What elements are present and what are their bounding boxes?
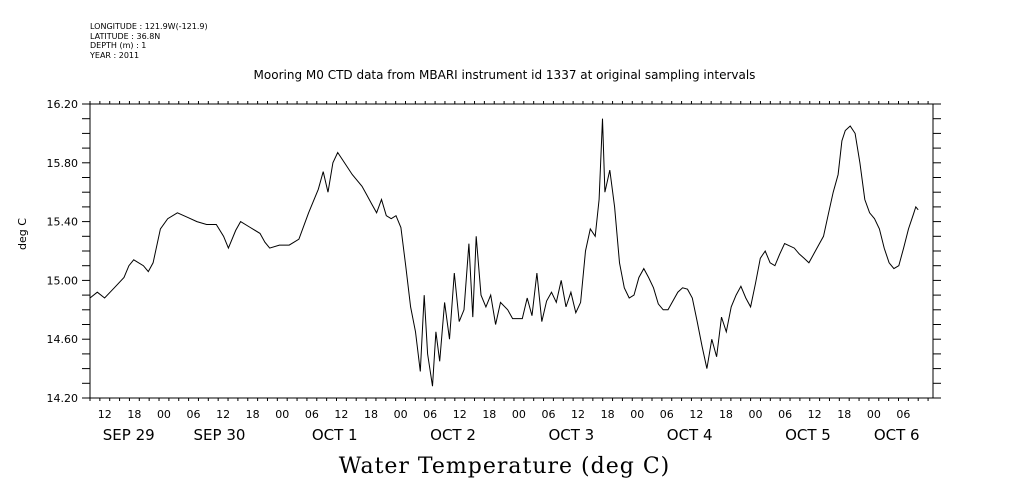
depth-label: DEPTH (m) : 1 (90, 41, 147, 50)
longitude-label: LONGITUDE : 121.9W(-121.9) (90, 22, 208, 31)
x-tick-label: 00 (630, 408, 644, 421)
x-day-label: OCT 6 (874, 426, 920, 444)
y-tick-label: 15.00 (47, 274, 79, 287)
x-tick-label: 00 (157, 408, 171, 421)
x-tick-label: 12 (334, 408, 348, 421)
x-tick-label: 12 (216, 408, 230, 421)
x-tick-label: 18 (601, 408, 615, 421)
x-day-label: OCT 5 (785, 426, 831, 444)
x-tick-label: 00 (867, 408, 881, 421)
x-tick-label: 18 (482, 408, 496, 421)
series-line (89, 118, 919, 387)
x-tick-label: 12 (453, 408, 467, 421)
x-day-label: OCT 1 (312, 426, 358, 444)
latitude-label: LATITUDE : 36.8N (90, 31, 161, 41)
y-tick-label: 15.40 (47, 216, 79, 229)
x-tick-label: 06 (660, 408, 674, 421)
x-day-label: SEP 30 (194, 426, 246, 444)
x-axis-title: Water Temperature (deg C) (338, 454, 671, 479)
x-tick-label: 06 (187, 408, 201, 421)
x-tick-label: 18 (127, 408, 141, 421)
x-tick-label: 00 (394, 408, 408, 421)
x-tick-label: 18 (364, 408, 378, 421)
x-tick-label: 06 (541, 408, 555, 421)
x-tick-label: 00 (275, 408, 289, 421)
x-tick-label: 06 (896, 408, 910, 421)
metadata-header: LONGITUDE : 121.9W(-121.9) LATITUDE : 36… (90, 22, 208, 60)
y-tick-label: 14.60 (47, 333, 79, 346)
plot-frame (89, 103, 934, 399)
x-tick-label: 12 (571, 408, 585, 421)
y-tick-label: 14.20 (47, 392, 79, 405)
x-tick-label: 00 (749, 408, 763, 421)
x-tick-label: 06 (305, 408, 319, 421)
x-tick-label: 18 (719, 408, 733, 421)
chart-title: Mooring M0 CTD data from MBARI instrumen… (253, 68, 756, 82)
x-tick-label: 00 (512, 408, 526, 421)
x-tick-label: 12 (808, 408, 822, 421)
x-tick-label: 06 (423, 408, 437, 421)
x-day-label: OCT 3 (548, 426, 594, 444)
y-tick-label: 15.80 (47, 157, 79, 170)
y-tick-label: 16.20 (47, 98, 79, 111)
x-tick-label: 12 (98, 408, 112, 421)
x-tick-label: 18 (246, 408, 260, 421)
x-tick-label: 06 (778, 408, 792, 421)
x-tick-label: 18 (837, 408, 851, 421)
x-tick-label: 12 (689, 408, 703, 421)
x-day-label: SEP 29 (103, 426, 155, 444)
year-label: YEAR : 2011 (90, 50, 140, 60)
x-day-label: OCT 4 (667, 426, 713, 444)
x-day-label: OCT 2 (430, 426, 476, 444)
